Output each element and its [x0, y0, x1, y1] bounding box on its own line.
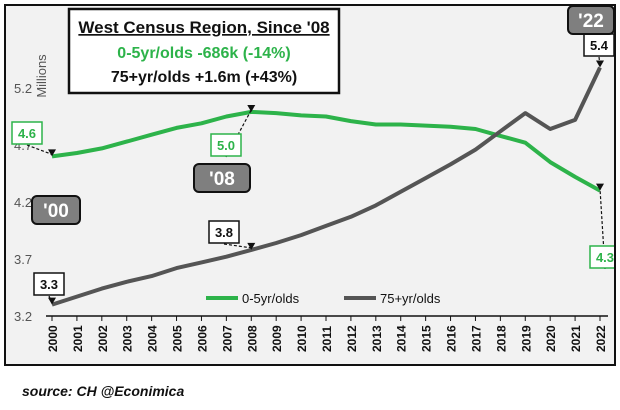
green-label-2022: 4.3 — [596, 250, 614, 265]
x-tick-label: 2002 — [96, 325, 110, 352]
x-tick-label: 2004 — [146, 325, 160, 352]
x-tick-label: 2017 — [469, 325, 483, 352]
x-tick-label: 2001 — [71, 325, 85, 352]
y-tick-label: 4.2 — [14, 195, 32, 210]
x-tick-label: 2006 — [195, 325, 209, 352]
legend-label-age-0-5: 0-5yr/olds — [242, 291, 300, 306]
title-box: West Census Region, Since '08 0-5yr/olds… — [67, 7, 341, 95]
green-label-2000: 4.6 — [18, 126, 36, 141]
arrow-head — [247, 104, 256, 112]
year-badge-00-box — [31, 195, 81, 225]
x-tick-label: 2008 — [245, 325, 259, 352]
year-badge-22: '22 — [578, 11, 604, 32]
x-tick-label: 2019 — [519, 325, 533, 352]
chart-frame: West Census Region, Since '08 0-5yr/olds… — [4, 4, 620, 366]
x-tick-label: 2003 — [121, 325, 135, 352]
year-badge-08: '08 — [209, 169, 235, 190]
legend-label-age-75-plus: 75+yr/olds — [380, 291, 441, 306]
dark-label-2022: 5.4 — [590, 38, 609, 53]
x-tick-label: 2011 — [320, 326, 334, 352]
green-label-2022-box — [589, 245, 620, 269]
annotation-arrow — [223, 243, 252, 249]
y-tick-label: 3.2 — [14, 309, 32, 324]
green-label-2008-box — [210, 133, 242, 157]
arrow-head — [247, 242, 256, 250]
x-tick-label: 2007 — [220, 325, 234, 352]
x-tick-label: 2013 — [370, 325, 384, 352]
x-tick-label: 2020 — [544, 325, 558, 352]
dark-label-2000-box — [33, 272, 65, 296]
x-tick-label: 2012 — [345, 325, 359, 352]
annotation-arrow — [599, 188, 606, 270]
line-chart: West Census Region, Since '08 0-5yr/olds… — [11, 5, 620, 352]
source-note: source: CH @Econimica — [22, 383, 185, 399]
chart-title: West Census Region, Since '08 — [78, 18, 329, 37]
annotation-arrow — [26, 144, 53, 155]
arrow-head — [596, 183, 604, 191]
x-tick-label: 2000 — [46, 325, 60, 352]
chart-subtitle-line-1: 0-5yr/olds -686k (-14%) — [117, 45, 290, 62]
green-label-2000-box — [11, 121, 43, 145]
x-tick-label: 2021 — [569, 325, 583, 352]
x-tick-label: 2016 — [445, 325, 459, 352]
arrow-head — [48, 297, 56, 305]
year-badge-08-box — [193, 163, 251, 193]
arrow-head — [48, 149, 56, 157]
y-tick-label: 5.2 — [14, 81, 32, 96]
x-tick-label: 2018 — [494, 325, 508, 352]
legend: 0-5yr/olds 75+yr/olds — [206, 291, 441, 306]
x-tick-label: 2014 — [395, 325, 409, 352]
dark-label-2008: 3.8 — [215, 225, 233, 240]
x-tick-label: 2015 — [420, 325, 434, 352]
y-axis-label: Millions — [34, 54, 49, 98]
dark-label-2008-box — [208, 220, 240, 244]
series-line-age-75-plus — [51, 66, 602, 307]
year-badge-00: '00 — [43, 201, 69, 222]
y-tick-label: 3.7 — [14, 252, 32, 267]
chart-subtitle-line-2: 75+yr/olds +1.6m (+43%) — [111, 69, 297, 86]
green-label-2008: 5.0 — [217, 138, 235, 153]
series-lines — [51, 66, 602, 307]
dark-label-2000: 3.3 — [40, 277, 58, 292]
x-tick-label: 2010 — [295, 325, 309, 352]
x-tick-label: 2009 — [270, 325, 284, 352]
x-tick-label: 2022 — [594, 325, 608, 352]
annotations: 4.6 5.0 4.3 3.3 3.8 5.4 '00 '08 '22 — [11, 5, 620, 305]
series-line-age-0-5 — [51, 109, 601, 193]
arrow-head — [596, 60, 604, 68]
x-tick-label: 2005 — [171, 325, 185, 352]
